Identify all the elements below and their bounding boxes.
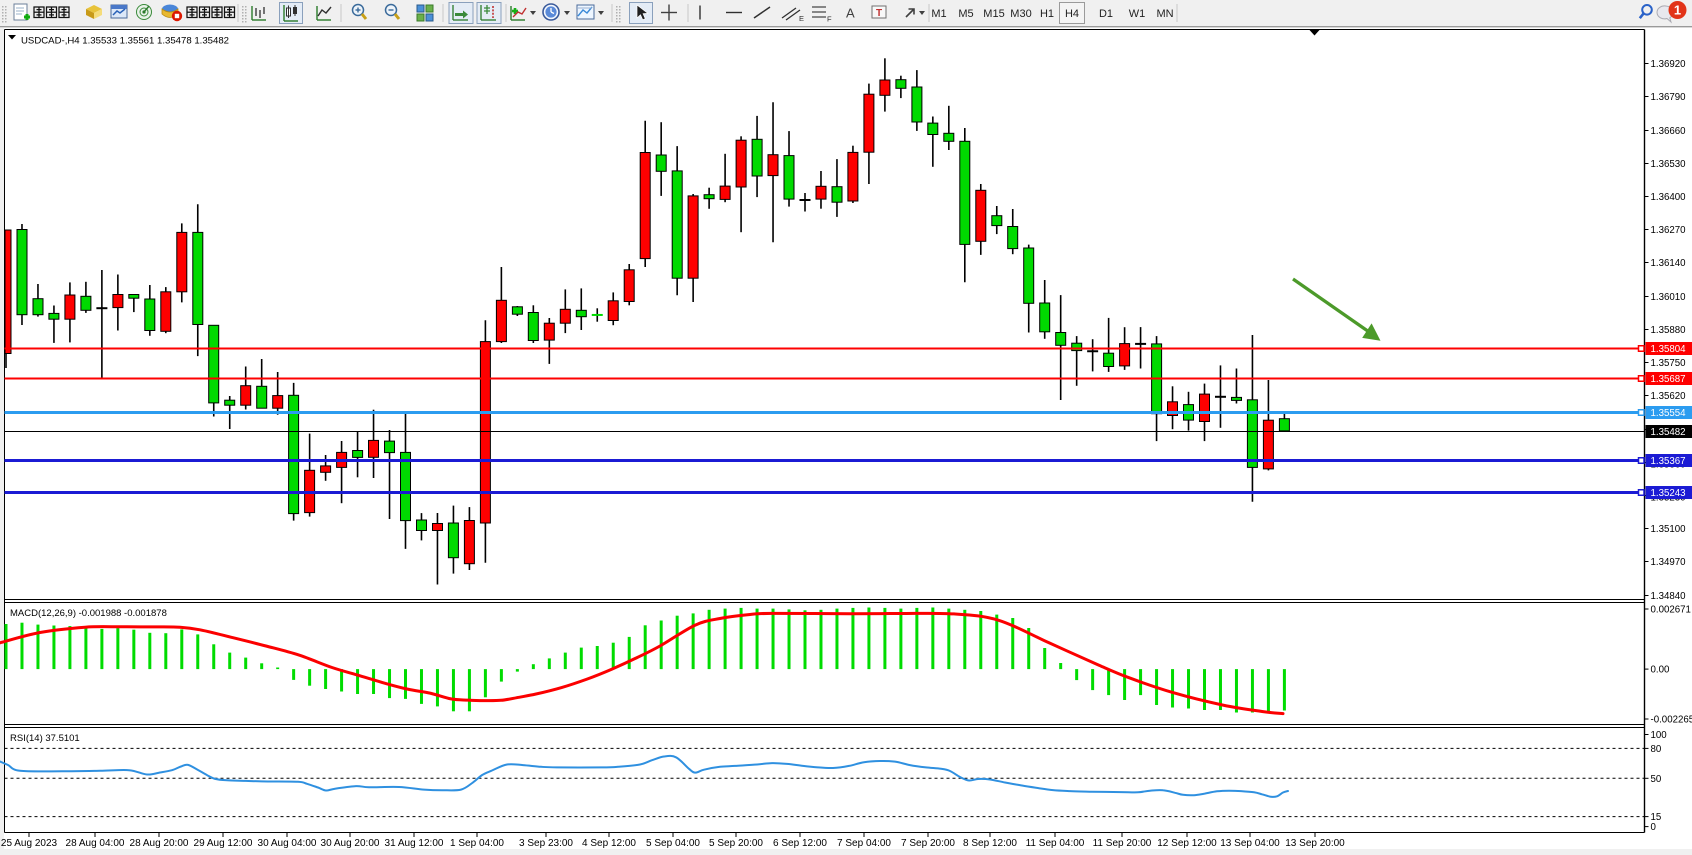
svg-text:1.36270: 1.36270: [1651, 225, 1687, 236]
svg-text:1.35100: 1.35100: [1651, 524, 1687, 535]
svg-text:0: 0: [1651, 822, 1657, 833]
svg-text:A: A: [846, 6, 855, 21]
svg-text:13 Sep 20:00: 13 Sep 20:00: [1285, 838, 1345, 849]
svg-text:1.35243: 1.35243: [1651, 488, 1686, 499]
svg-text:W1: W1: [1129, 8, 1146, 20]
svg-text:1.36140: 1.36140: [1651, 258, 1687, 269]
svg-text:4 Sep 12:00: 4 Sep 12:00: [582, 838, 636, 849]
svg-text:1.36660: 1.36660: [1651, 126, 1687, 137]
svg-text:11 Sep 04:00: 11 Sep 04:00: [1026, 838, 1085, 849]
svg-text:-0.002265: -0.002265: [1651, 715, 1692, 726]
svg-text:6 Sep 12:00: 6 Sep 12:00: [773, 838, 827, 849]
svg-text:5 Sep 20:00: 5 Sep 20:00: [709, 838, 763, 849]
svg-text:1 Sep 04:00: 1 Sep 04:00: [450, 838, 504, 849]
svg-text:1.34970: 1.34970: [1651, 557, 1687, 568]
svg-text:1.36400: 1.36400: [1651, 192, 1687, 203]
svg-text:29 Aug 12:00: 29 Aug 12:00: [194, 838, 253, 849]
svg-text:3 Sep 23:00: 3 Sep 23:00: [519, 838, 573, 849]
svg-text:80: 80: [1651, 744, 1662, 755]
svg-text:M30: M30: [1010, 8, 1031, 20]
svg-text:8 Sep 12:00: 8 Sep 12:00: [963, 838, 1017, 849]
svg-text:11 Sep 20:00: 11 Sep 20:00: [1093, 838, 1152, 849]
svg-text:M15: M15: [983, 8, 1004, 20]
svg-text:30 Aug 04:00: 30 Aug 04:00: [258, 838, 317, 849]
svg-text:1.35482: 1.35482: [1651, 427, 1686, 438]
svg-text:5 Sep 04:00: 5 Sep 04:00: [646, 838, 700, 849]
svg-text:0.00: 0.00: [1651, 665, 1670, 676]
svg-text:1.36920: 1.36920: [1651, 59, 1687, 70]
svg-text:13 Sep 04:00: 13 Sep 04:00: [1220, 838, 1280, 849]
svg-text:MACD(12,26,9) -0.001988 -0.001: MACD(12,26,9) -0.001988 -0.001878: [10, 608, 167, 619]
svg-text:1.35880: 1.35880: [1651, 325, 1687, 336]
svg-text:1: 1: [1674, 3, 1681, 18]
svg-text:50: 50: [1651, 774, 1662, 785]
svg-text:31 Aug 12:00: 31 Aug 12:00: [385, 838, 444, 849]
svg-text:0.002671: 0.002671: [1651, 605, 1691, 616]
svg-text:E: E: [799, 14, 804, 23]
svg-text:H1: H1: [1040, 8, 1054, 20]
svg-text:1.35804: 1.35804: [1651, 344, 1687, 355]
svg-text:12 Sep 12:00: 12 Sep 12:00: [1157, 838, 1217, 849]
svg-text:RSI(14) 37.5101: RSI(14) 37.5101: [10, 733, 80, 744]
svg-text:25 Aug 2023: 25 Aug 2023: [1, 838, 58, 849]
svg-text:MN: MN: [1156, 8, 1173, 20]
svg-text:1.36790: 1.36790: [1651, 92, 1687, 103]
svg-text:1.35554: 1.35554: [1651, 408, 1687, 419]
svg-text:15: 15: [1651, 812, 1662, 823]
svg-text:7 Sep 04:00: 7 Sep 04:00: [837, 838, 891, 849]
svg-text:1.35750: 1.35750: [1651, 358, 1687, 369]
svg-text:H4: H4: [1065, 8, 1079, 20]
svg-text:1.36530: 1.36530: [1651, 159, 1687, 170]
svg-text:M5: M5: [958, 8, 973, 20]
svg-text:T: T: [876, 8, 882, 19]
svg-text:D1: D1: [1099, 8, 1113, 20]
svg-text:28 Aug 20:00: 28 Aug 20:00: [130, 838, 189, 849]
svg-text:1.36010: 1.36010: [1651, 292, 1687, 303]
svg-text:1.35620: 1.35620: [1651, 391, 1687, 402]
svg-text:1.34840: 1.34840: [1651, 591, 1687, 602]
svg-text:30 Aug 20:00: 30 Aug 20:00: [321, 838, 380, 849]
svg-text:28 Aug 04:00: 28 Aug 04:00: [66, 838, 125, 849]
svg-text:7 Sep 20:00: 7 Sep 20:00: [901, 838, 955, 849]
svg-text:M1: M1: [931, 8, 946, 20]
svg-text:100: 100: [1651, 730, 1668, 741]
svg-text:1.35687: 1.35687: [1651, 374, 1686, 385]
svg-text:USDCAD-,H4 1.35533 1.35561 1.: USDCAD-,H4 1.35533 1.35561 1.35478 1.354…: [21, 36, 229, 47]
svg-text:F: F: [827, 15, 832, 24]
svg-text:1.35367: 1.35367: [1651, 456, 1686, 467]
